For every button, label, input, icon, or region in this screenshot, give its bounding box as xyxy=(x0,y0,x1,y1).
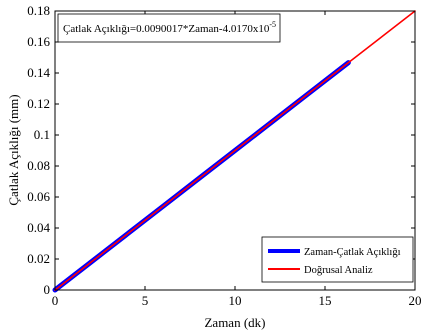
y-tick-label: 0.16 xyxy=(27,34,50,49)
x-tick-label: 5 xyxy=(142,293,149,308)
series-line-2 xyxy=(54,10,416,291)
y-tick-label: 0.02 xyxy=(27,251,50,266)
equation-text: Çatlak Açıklığı=0.0090017*Zaman-4.0170x1… xyxy=(63,20,276,35)
x-tick-label: 0 xyxy=(52,293,59,308)
x-tick-label: 20 xyxy=(409,293,422,308)
y-tick-label: 0.14 xyxy=(27,65,50,80)
legend-label-series-2: Doğrusal Analiz xyxy=(304,265,373,276)
y-tick-label: 0 xyxy=(44,282,51,297)
legend: Zaman-Çatlak Açıklığı Doğrusal Analiz xyxy=(261,236,414,283)
y-tick-label: 0.06 xyxy=(27,189,50,204)
series-layer xyxy=(52,10,416,293)
legend-box xyxy=(261,236,414,283)
equation-box xyxy=(57,13,281,43)
y-tick-label: 0.08 xyxy=(27,158,50,173)
y-tick-label: 0.12 xyxy=(27,96,50,111)
x-tick-label: 15 xyxy=(319,293,332,308)
equation-exponent: -5 xyxy=(269,20,276,29)
y-tick-label: 0.18 xyxy=(27,3,50,18)
y-tick-label: 0.1 xyxy=(34,127,50,142)
y-tick-labels: 0 0.02 0.04 0.06 0.08 0.1 0.12 0.14 0.16 0.18 xyxy=(27,3,50,297)
x-tick-label: 10 xyxy=(229,293,242,308)
legend-label-series-1: Zaman-Çatlak Açıklığı xyxy=(304,247,401,258)
x-axis-title: Zaman (dk) xyxy=(204,315,265,330)
equation-main: Çatlak Açıklığı=0.0090017*Zaman-4.0170x1… xyxy=(63,23,270,35)
y-tick-label: 0.04 xyxy=(27,220,50,235)
x-tick-labels: 0 5 10 15 20 xyxy=(52,293,422,308)
equation-annotation: Çatlak Açıklığı=0.0090017*Zaman-4.0170x1… xyxy=(57,13,281,43)
y-axis-title: Çatlak Açıklığı (mm) xyxy=(6,94,21,205)
